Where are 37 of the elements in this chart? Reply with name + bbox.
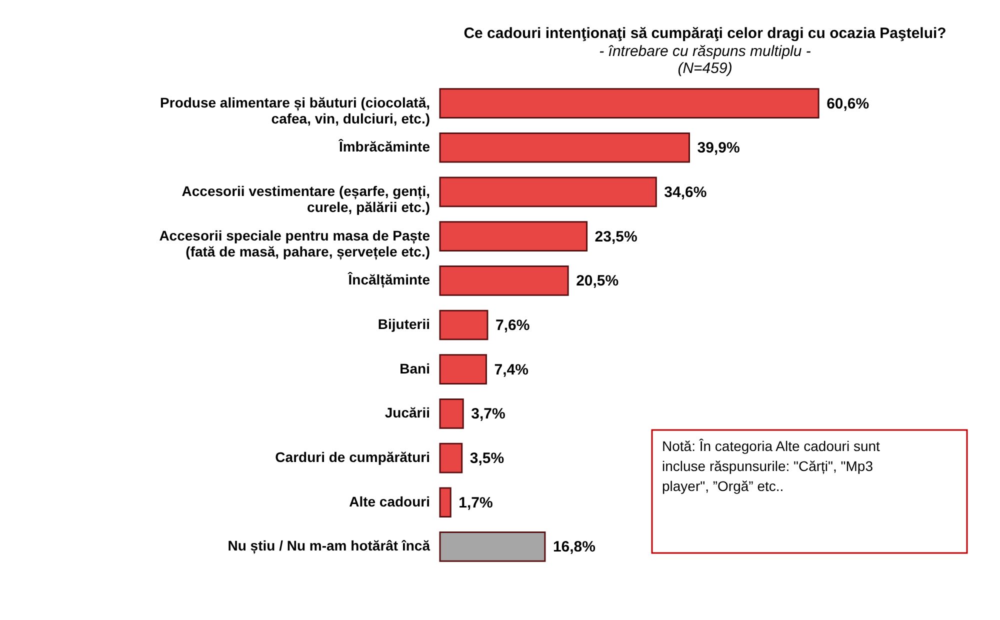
data-label: 1,7% [458, 494, 493, 512]
data-label: 34,6% [664, 184, 707, 201]
data-label: 16,8% [552, 538, 596, 556]
y-tick-label: Încălțăminte [347, 272, 430, 289]
y-tick-label: Accesorii speciale pentru masa de Paște (fată de masă, pahare, șervețele etc.) [159, 227, 430, 260]
data-label: 3,7% [471, 406, 506, 423]
y-tick-label: Produse alimentare și băuturi (ciocolată, cafea, vin, dulciuri, etc.) [160, 94, 430, 126]
bar [439, 265, 569, 296]
y-tick-label: Bijuterii [378, 316, 430, 332]
y-tick-label: Jucării [384, 404, 430, 421]
bar [439, 88, 820, 118]
bar [439, 354, 487, 385]
bar [439, 310, 488, 340]
chart-title: Ce cadouri intenţionaţi să cumpăraţi celor dragi cu ocazia Paştelui? [464, 25, 946, 42]
data-label: 60,6% [826, 95, 870, 112]
data-label: 7,4% [494, 361, 528, 378]
y-tick-label: Accesorii vestimentare (eșarfe, genți, curele, pălării etc.) [182, 182, 430, 215]
y-tick-label: Nu știu / Nu m-am hotărât încă [228, 538, 430, 555]
bar [439, 532, 546, 562]
bar [439, 487, 452, 518]
y-tick-label: Îmbrăcăminte [338, 138, 430, 155]
bar [439, 221, 588, 252]
data-label: 20,5% [576, 272, 619, 290]
bar [439, 398, 464, 429]
data-label: 23,5% [594, 228, 638, 246]
bar [439, 442, 463, 474]
annotation: Notă: În categoria Alte cadouri sunt incluse răspunsurile: "Cărți", "Mp3 player", ”Orgă” etc.. [662, 438, 880, 494]
text: (N=459) [678, 60, 732, 77]
bar [439, 132, 690, 163]
y-tick-label: Bani [400, 360, 430, 376]
chart-subtitle: - întrebare cu răspuns multiplu - [599, 43, 811, 60]
y-tick-label: Carduri de cumpărături [275, 449, 430, 466]
data-label: 39,9% [697, 140, 740, 157]
y-tick-label: Alte cadouri [349, 493, 430, 510]
bar [439, 176, 657, 208]
data-label: 3,5% [470, 450, 504, 468]
data-label: 7,6% [495, 317, 530, 334]
